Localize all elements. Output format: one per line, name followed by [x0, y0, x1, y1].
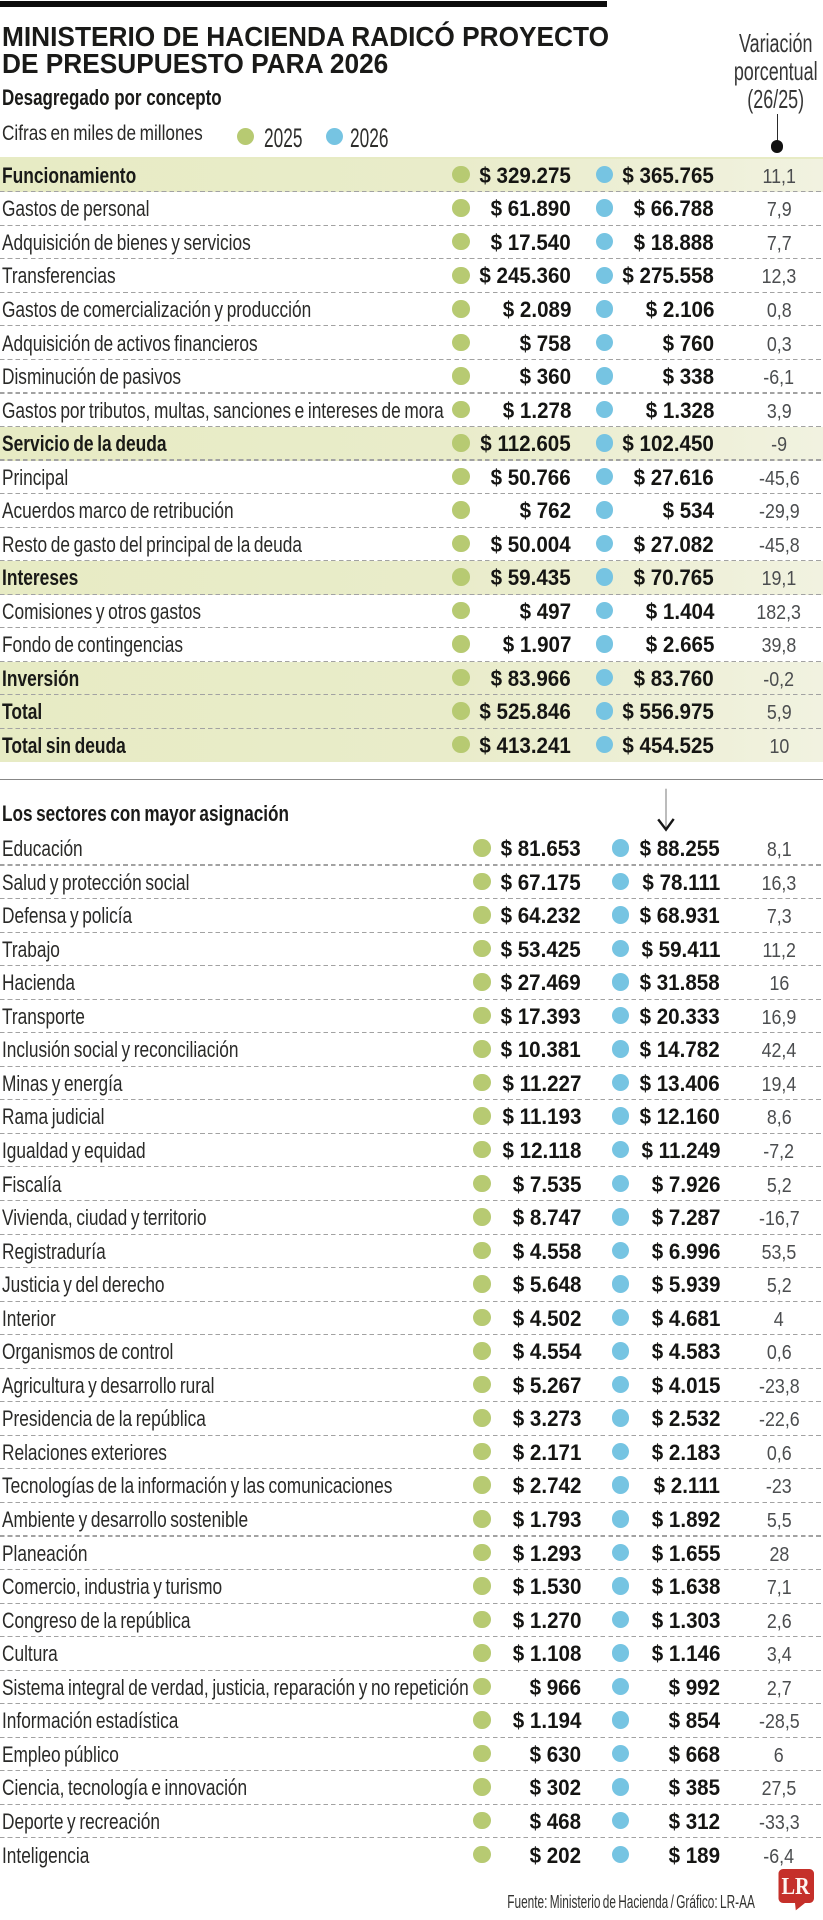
svg-text:LR: LR	[781, 1872, 810, 1899]
